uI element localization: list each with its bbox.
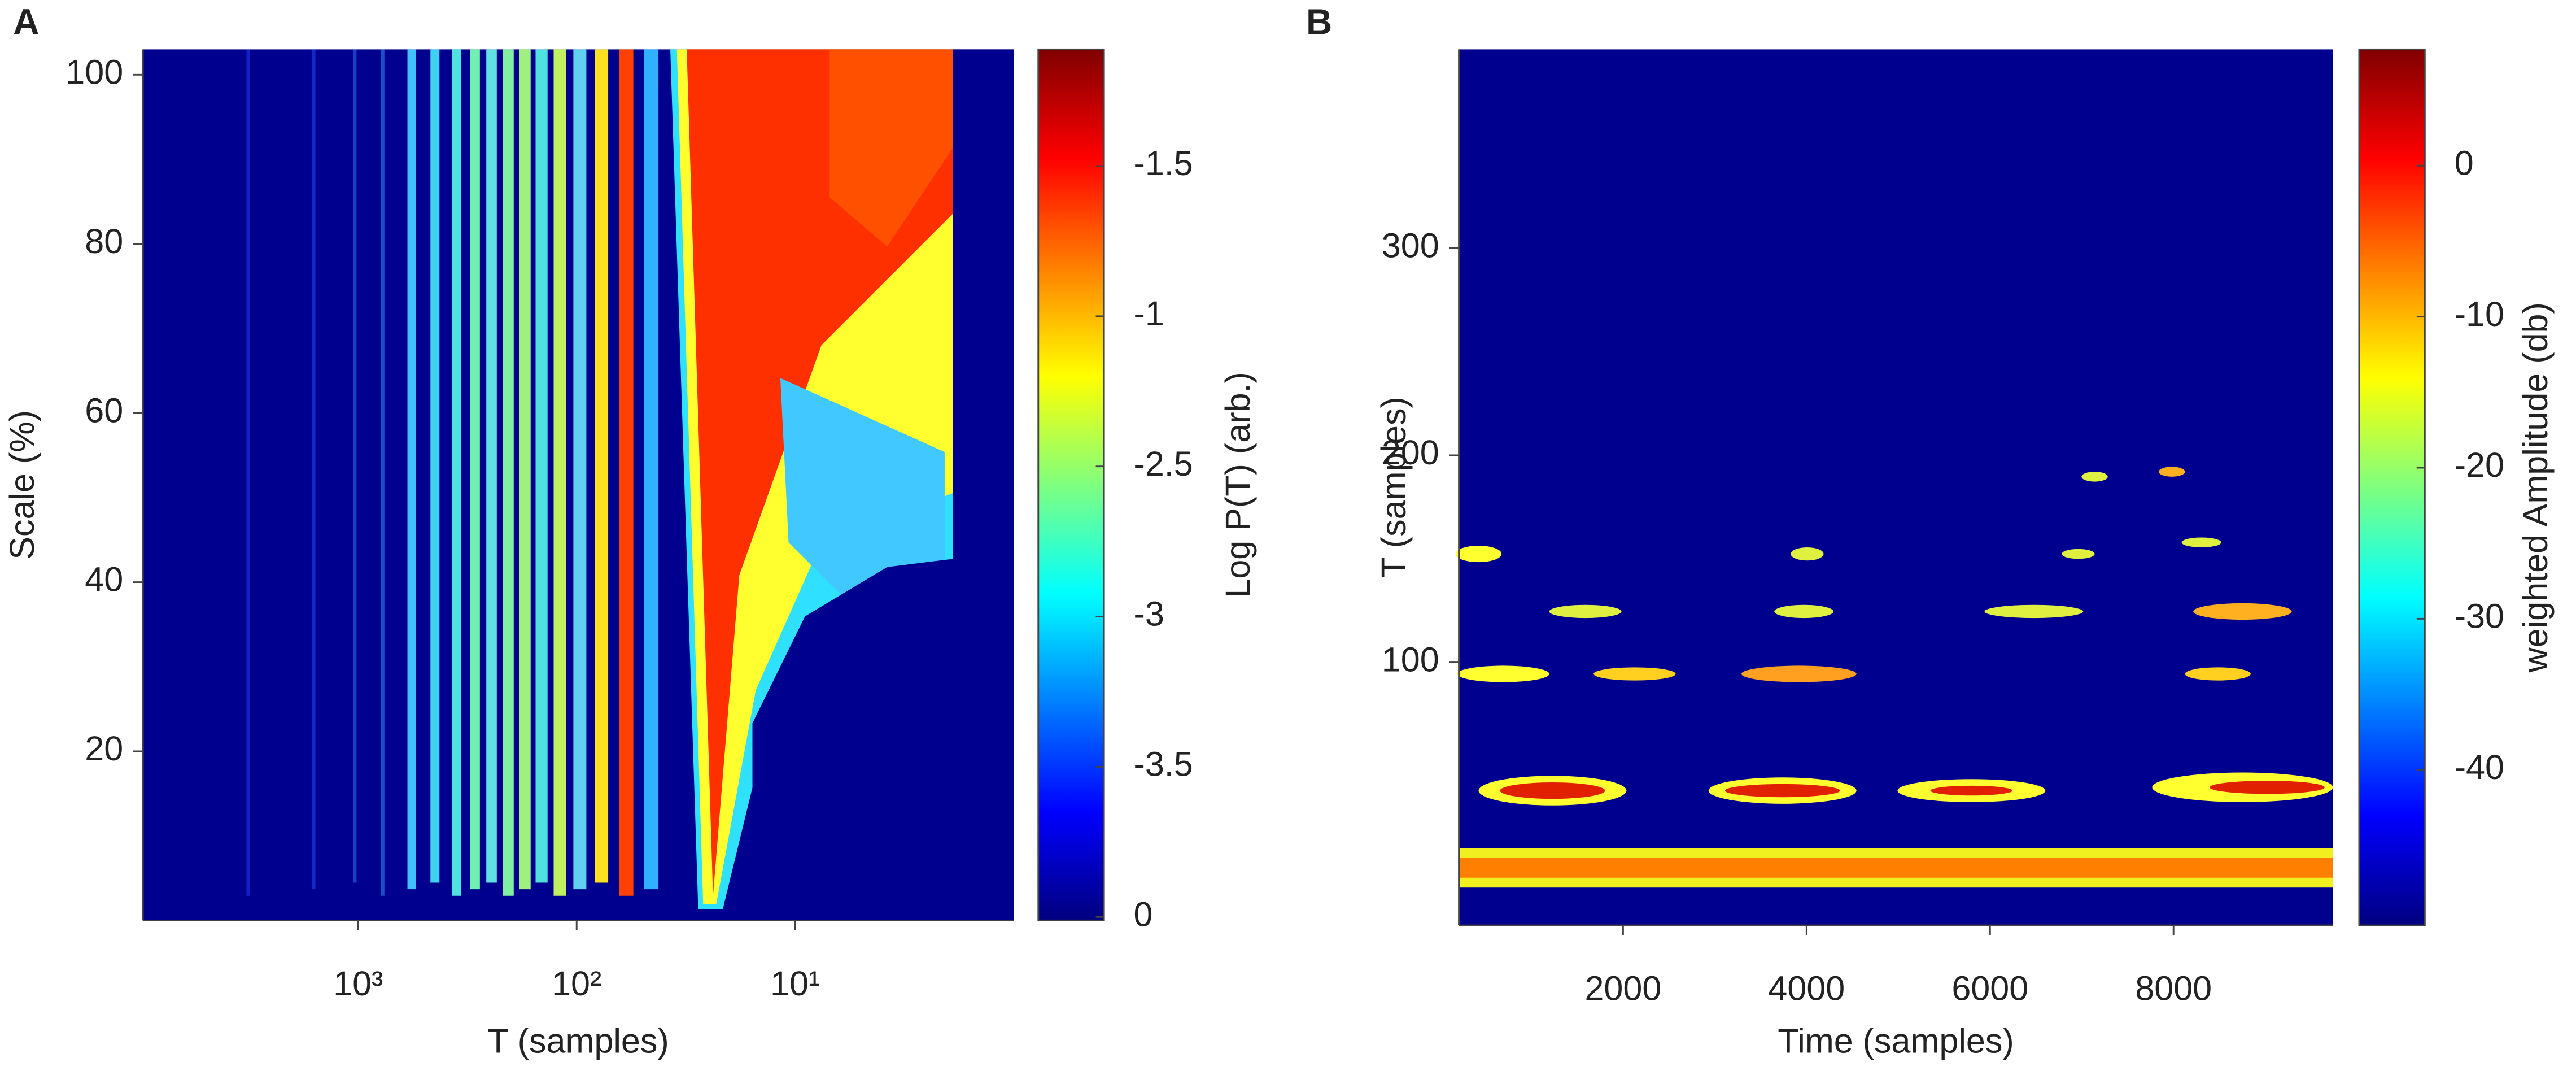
heatmap-region xyxy=(953,49,1014,921)
heatmap-blob xyxy=(1741,665,1857,682)
colorbar-tick-label: -10 xyxy=(2455,295,2504,333)
heatmap-blob xyxy=(1455,546,1502,563)
y-tick-label: 100 xyxy=(1382,641,1439,679)
heatmap-stripe xyxy=(486,49,497,883)
heatmap-stripe xyxy=(430,49,440,883)
heatmap-stripe xyxy=(503,49,514,896)
heatmap-blob xyxy=(2185,667,2251,681)
heatmap-image xyxy=(1455,49,2333,926)
y-axis-label: T (samples) xyxy=(1374,397,1413,578)
heatmap-blob xyxy=(2193,603,2292,620)
colorbar-label: Log P(T) (arb.) xyxy=(1219,372,1257,598)
x-tick-label: 10² xyxy=(552,964,601,1003)
panel-label: B xyxy=(1306,2,1332,42)
heatmap-blob xyxy=(1724,784,1840,798)
heatmap-stripe xyxy=(452,49,461,896)
y-tick-label: 300 xyxy=(1382,226,1439,264)
y-tick-label: 20 xyxy=(85,729,123,768)
x-tick-label: 6000 xyxy=(1951,969,2028,1008)
heatmap-region xyxy=(829,49,953,247)
y-tick-label: 200 xyxy=(1382,433,1439,472)
heatmap-blob xyxy=(2159,467,2185,477)
heatmap-stripe xyxy=(573,49,587,890)
x-tick-label: 10¹ xyxy=(770,964,820,1003)
heatmap-stripe xyxy=(246,49,250,896)
y-tick-label: 40 xyxy=(85,560,123,599)
x-tick-label: 2000 xyxy=(1584,969,1661,1008)
x-axis-label: Time (samples) xyxy=(1778,1022,2014,1060)
colorbar-tick-label: -1 xyxy=(1134,294,1164,333)
heatmap-blob xyxy=(1774,604,1833,619)
colorbar-tick-label: -2.5 xyxy=(1134,445,1193,483)
heatmap-stripe xyxy=(312,49,316,890)
heatmap-blob xyxy=(2081,472,2108,482)
heatmap-blob xyxy=(1593,667,1676,681)
heatmap-stripes xyxy=(246,49,659,896)
x-axis-label: T (samples) xyxy=(487,1022,669,1060)
heatmap-stripe xyxy=(553,49,566,896)
x-tick-label: 10³ xyxy=(333,964,383,1003)
colorbar-tick-label: -3 xyxy=(1134,595,1164,633)
heatmap-image xyxy=(143,49,1014,921)
colorbar xyxy=(2358,48,2426,926)
colorbar-tick-label: -1.5 xyxy=(1134,144,1193,182)
heatmap-region xyxy=(752,559,953,921)
y-axis-label: Scale (%) xyxy=(3,410,41,560)
heatmap-stripe xyxy=(619,49,634,896)
heatmap-stripe xyxy=(535,49,548,883)
colorbar-tick-label: 0 xyxy=(2455,143,2474,182)
y-tick-label: 80 xyxy=(85,222,123,260)
heatmap-stripe xyxy=(470,49,480,890)
heatmap-blob xyxy=(1457,665,1549,682)
colorbar-tick-label: 0 xyxy=(1134,895,1153,933)
heatmap-blob xyxy=(1459,858,2333,878)
heatmap-region xyxy=(687,49,953,896)
colorbar-tick-label: -3.5 xyxy=(1134,745,1193,784)
x-tick-label: 8000 xyxy=(2135,969,2212,1008)
heatmap-blob xyxy=(2181,537,2221,547)
heatmap-blob xyxy=(1984,604,2084,619)
heatmap-stripe xyxy=(644,49,659,890)
x-tick-label: 4000 xyxy=(1768,969,1845,1008)
heatmap-stripe xyxy=(595,49,609,883)
panel-label: A xyxy=(13,2,39,42)
heatmap-region xyxy=(780,378,945,608)
heatmap-blob xyxy=(1791,547,1824,561)
heatmap-stripe xyxy=(407,49,416,890)
heatmap-blob xyxy=(1549,604,1622,619)
y-tick-label: 100 xyxy=(66,53,123,91)
heatmap-stripe xyxy=(381,49,385,896)
heatmap-stripe xyxy=(519,49,531,890)
heatmap-stripe xyxy=(353,49,357,883)
colorbar-tick-label: -20 xyxy=(2455,446,2504,484)
heatmap-blob xyxy=(2062,549,2095,559)
colorbar xyxy=(1037,48,1105,921)
heatmap-blob xyxy=(1500,782,1605,799)
y-tick-label: 60 xyxy=(85,391,123,429)
colorbar-label: weighted Amplitude (db) xyxy=(2516,302,2555,673)
colorbar-tick-label: -40 xyxy=(2455,748,2504,786)
heatmap-blob xyxy=(1930,785,2013,796)
colorbar-tick-label: -30 xyxy=(2455,597,2504,636)
heatmap-blob xyxy=(2210,781,2325,794)
